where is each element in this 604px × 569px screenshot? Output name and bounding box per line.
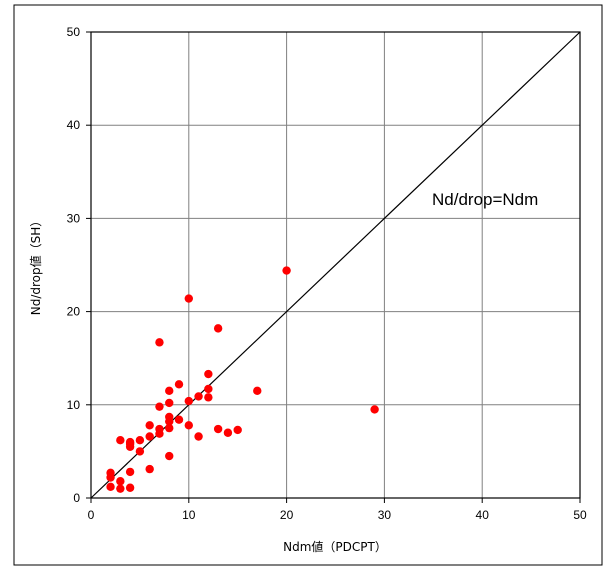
reference-line-label: Nd/drop=Ndm — [432, 190, 538, 209]
x-axis-ticks: 0 10 20 30 40 50 — [88, 498, 587, 522]
data-point — [106, 482, 115, 492]
data-point — [253, 386, 262, 396]
data-point — [165, 386, 174, 396]
data-point — [155, 402, 164, 411]
x-axis-label: Ndm値（PDCPT） — [283, 539, 387, 554]
data-point — [204, 393, 213, 402]
data-point — [184, 421, 193, 430]
data-point — [125, 467, 135, 477]
data-point — [223, 428, 233, 437]
y-tick-label: 20 — [67, 305, 81, 319]
data-point — [165, 451, 174, 461]
y-tick-label: 30 — [67, 211, 81, 225]
data-point — [165, 412, 174, 422]
data-point — [116, 477, 125, 486]
data-point — [184, 396, 193, 406]
data-point — [204, 369, 213, 379]
data-point — [174, 415, 184, 424]
data-point — [204, 384, 213, 394]
x-tick-label: 40 — [476, 508, 490, 522]
data-point — [116, 436, 125, 445]
x-tick-label: 20 — [280, 508, 294, 522]
y-axis-ticks: 0 10 20 30 40 50 — [67, 25, 91, 505]
data-point — [194, 432, 203, 441]
data-point — [106, 468, 115, 478]
data-point — [135, 436, 145, 445]
data-point — [116, 484, 125, 493]
data-point — [370, 405, 379, 414]
plot-area-border — [90, 31, 581, 499]
data-point — [135, 447, 145, 456]
y-tick-label: 50 — [67, 25, 81, 39]
x-tick-label: 50 — [573, 508, 587, 522]
y-tick-label: 0 — [73, 491, 80, 505]
data-point — [174, 380, 184, 389]
data-point — [213, 324, 223, 333]
data-point — [155, 424, 164, 434]
data-point — [145, 432, 154, 441]
data-point — [194, 392, 203, 401]
data-point — [282, 266, 291, 275]
data-point — [165, 398, 174, 408]
data-point — [184, 294, 193, 303]
data-point — [155, 338, 164, 347]
data-point — [213, 424, 223, 434]
data-point — [145, 421, 154, 430]
y-tick-label: 10 — [67, 398, 81, 412]
data-point — [125, 437, 135, 447]
x-tick-label: 30 — [378, 508, 392, 522]
data-point — [145, 464, 154, 474]
y-tick-label: 40 — [67, 118, 81, 132]
chart-outer-border — [13, 4, 603, 566]
data-points — [106, 266, 379, 493]
data-point — [165, 423, 174, 433]
x-tick-label: 0 — [88, 508, 95, 522]
y-axis-label: Nd/drop値（SH） — [28, 215, 43, 316]
data-point — [125, 483, 135, 492]
x-tick-label: 10 — [182, 508, 196, 522]
data-point — [233, 425, 242, 435]
